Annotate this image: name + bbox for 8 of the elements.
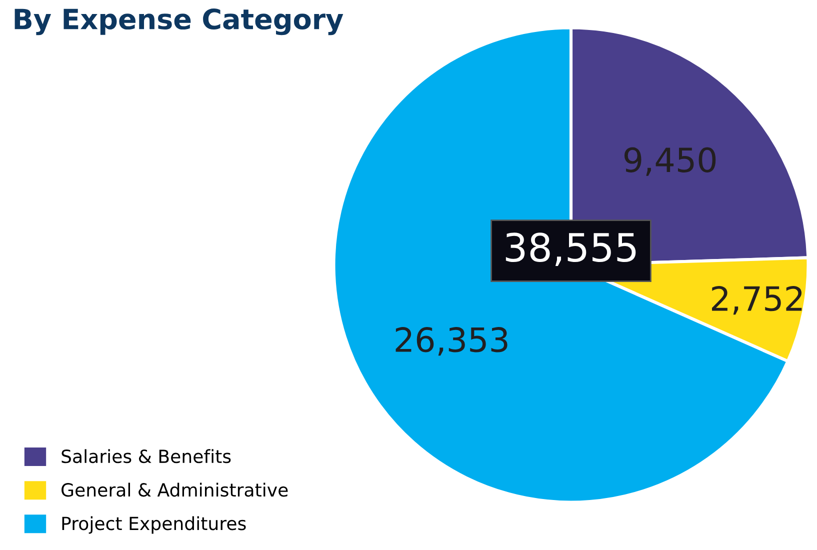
legend-label: Salaries & Benefits bbox=[62, 449, 231, 464]
data-label: 26,353 bbox=[396, 327, 508, 356]
data-label: 9,450 bbox=[624, 147, 716, 176]
legend-label: General & Administrative bbox=[62, 482, 288, 497]
legend-label: Project Expenditures bbox=[62, 516, 246, 534]
data-label: 2,752 bbox=[712, 286, 802, 315]
text: 38,555 bbox=[506, 232, 636, 266]
chart-title: By Expense Category bbox=[14, 8, 344, 36]
